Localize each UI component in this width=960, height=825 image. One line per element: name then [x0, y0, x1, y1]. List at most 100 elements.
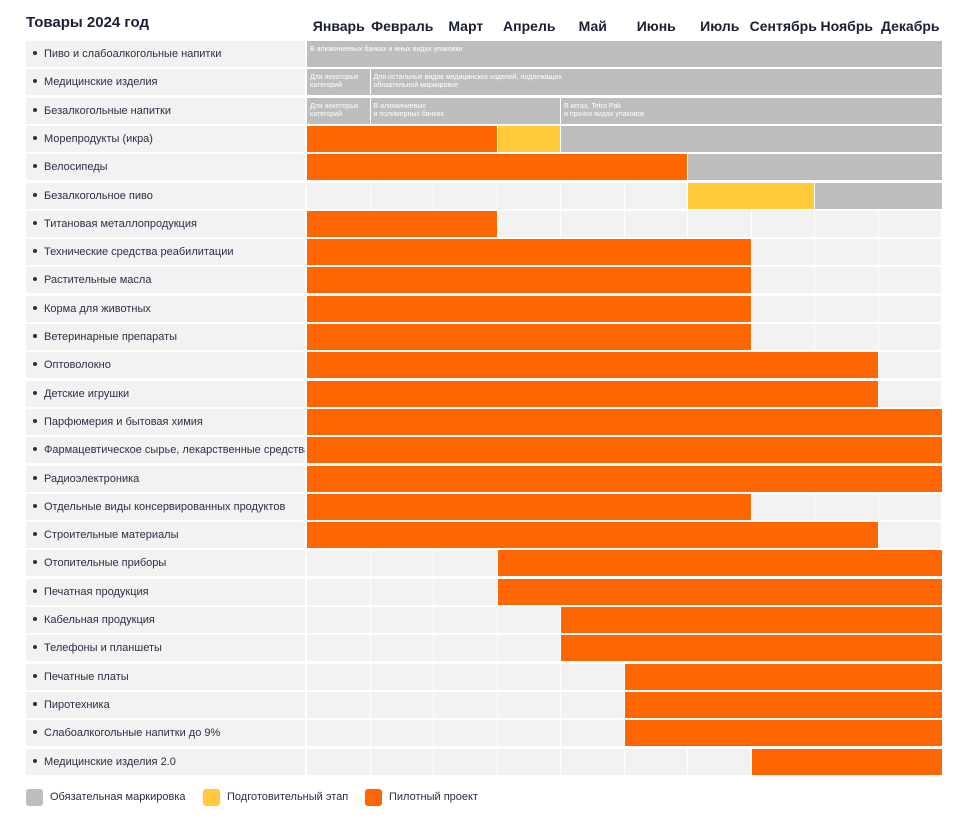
row-label: Кабельная продукция: [26, 607, 305, 633]
timeline-bar-pilot: [307, 352, 878, 379]
row-label: Детские игрушки: [26, 380, 305, 407]
timeline-bar-pilot: [307, 267, 751, 294]
row-label: Печатная продукция: [26, 578, 305, 605]
month-label: Январь: [312, 18, 365, 34]
month-header: Январь Февраль Март Апрель Май Июнь Июль Сентяб…: [307, 18, 942, 38]
timeline-bar-mandatory: Для некоторых категорий: [307, 69, 370, 96]
row-label-text: Медицинские изделия: [44, 76, 158, 89]
row-label: Слабоалкогольные напитки до 9%: [26, 720, 305, 747]
row-label: Печатные платы: [26, 663, 305, 690]
table-row: Отдельные виды консервированных продукто…: [26, 493, 942, 520]
row-label: Безалкогольные напитки: [26, 97, 305, 124]
row-label: Корма для животных: [26, 295, 305, 322]
timeline-bar-pilot: [624, 691, 942, 718]
table-row: Велосипеды: [26, 154, 942, 181]
month-label: Июль: [700, 18, 740, 34]
month-cell: [370, 607, 433, 633]
bullet-icon: [33, 192, 37, 197]
month-cell: [434, 550, 497, 577]
month-cell: [624, 748, 687, 775]
month-cell: [307, 550, 370, 577]
month-cell: [878, 267, 941, 294]
month-cell: [878, 295, 941, 322]
month-cell: [688, 210, 751, 237]
table-row: Ветеринарные препараты: [26, 324, 942, 350]
bar-note: Для некоторых категорий: [310, 74, 359, 90]
month-cell: [815, 210, 878, 237]
legend-label: Подготовительный этап: [227, 791, 349, 803]
month-label: Февраль: [371, 18, 434, 34]
row-label-text: Телефоны и планшеты: [44, 642, 162, 655]
legend-swatch: [203, 789, 220, 806]
bar-note: В алюминиевых и полимерных банках: [373, 102, 445, 118]
table-row: Отопительные приборы: [26, 550, 942, 577]
row-label-text: Детские игрушки: [44, 387, 130, 400]
bullet-icon: [33, 673, 37, 678]
table-row: Телефоны и планшеты: [26, 635, 942, 662]
bullet-icon: [33, 588, 37, 593]
month-cell: [878, 239, 941, 266]
row-label: Пиво и слабоалкогольные напитки: [26, 41, 305, 67]
month-label: Апрель: [503, 18, 556, 34]
month-cell: [751, 239, 814, 266]
timeline-bar-pilot: [307, 125, 497, 152]
month-cell: [434, 748, 497, 775]
bullet-icon: [33, 79, 37, 84]
timeline-bar-mandatory: [815, 182, 942, 209]
month-cell: [434, 635, 497, 662]
timeline-bar-pilot: [307, 522, 878, 549]
month-cell: [307, 720, 370, 747]
table-row: Титановая металлопродукция: [26, 210, 942, 237]
month-cell: [815, 295, 878, 322]
month-cell: [815, 493, 878, 520]
month-cell: [370, 691, 433, 718]
bullet-icon: [33, 107, 37, 112]
bullet-icon: [33, 560, 37, 565]
month-cell: [751, 324, 814, 350]
bullet-icon: [33, 249, 37, 254]
timeline-bar-mandatory: В кегах, Tetra Pak и прочих видах упаков…: [561, 97, 942, 124]
table-row: Безалкогольные напитки Для некоторых кате…: [26, 97, 942, 124]
month-label: Май: [578, 18, 607, 34]
table-row: Морепродукты (икра): [26, 125, 942, 152]
bullet-icon: [33, 164, 37, 169]
table-row: Медицинские изделия Для некоторых категор…: [26, 69, 942, 96]
bullet-icon: [33, 418, 37, 423]
row-label-text: Медицинские изделия 2.0: [44, 755, 176, 768]
row-label: Велосипеды: [26, 154, 305, 181]
month-cell: [624, 182, 687, 209]
row-label-text: Безалкогольное пиво: [44, 189, 153, 202]
month-cell: [434, 720, 497, 747]
row-label-text: Кабельная продукция: [44, 614, 155, 626]
timeline-bar-pilot: [307, 324, 751, 350]
table-row: Растительные масла: [26, 267, 942, 294]
row-label-text: Фармацевтическое сырье, лекарственные ср…: [44, 444, 305, 457]
row-label-text: Велосипеды: [44, 161, 108, 174]
month-cell: [561, 691, 624, 718]
row-label-text: Строительные материалы: [44, 529, 179, 542]
table-row: Безалкогольное пиво: [26, 182, 942, 209]
month-cell: [561, 210, 624, 237]
month-cell: [370, 182, 433, 209]
month-cell: [307, 748, 370, 775]
legend-swatch: [26, 789, 43, 806]
legend-label: Обязательная маркировка: [50, 791, 186, 803]
month-label: Ноябрь: [820, 18, 873, 34]
month-cell: [370, 720, 433, 747]
table-row: Печатные платы: [26, 663, 942, 690]
timeline-bar-pilot: [307, 295, 751, 322]
table-row: Детские игрушки: [26, 380, 942, 407]
table-row: Строительные материалы: [26, 522, 942, 549]
month-cell: [878, 210, 941, 237]
bullet-icon: [33, 475, 37, 480]
row-label-text: Корма для животных: [44, 302, 151, 315]
legend-swatch: [365, 789, 382, 806]
bullet-icon: [33, 730, 37, 735]
month-cell: [307, 691, 370, 718]
month-cell: [751, 295, 814, 322]
bullet-icon: [33, 503, 37, 508]
month-cell: [751, 210, 814, 237]
month-cell: [307, 635, 370, 662]
month-cell: [307, 663, 370, 690]
month-cell: [434, 691, 497, 718]
